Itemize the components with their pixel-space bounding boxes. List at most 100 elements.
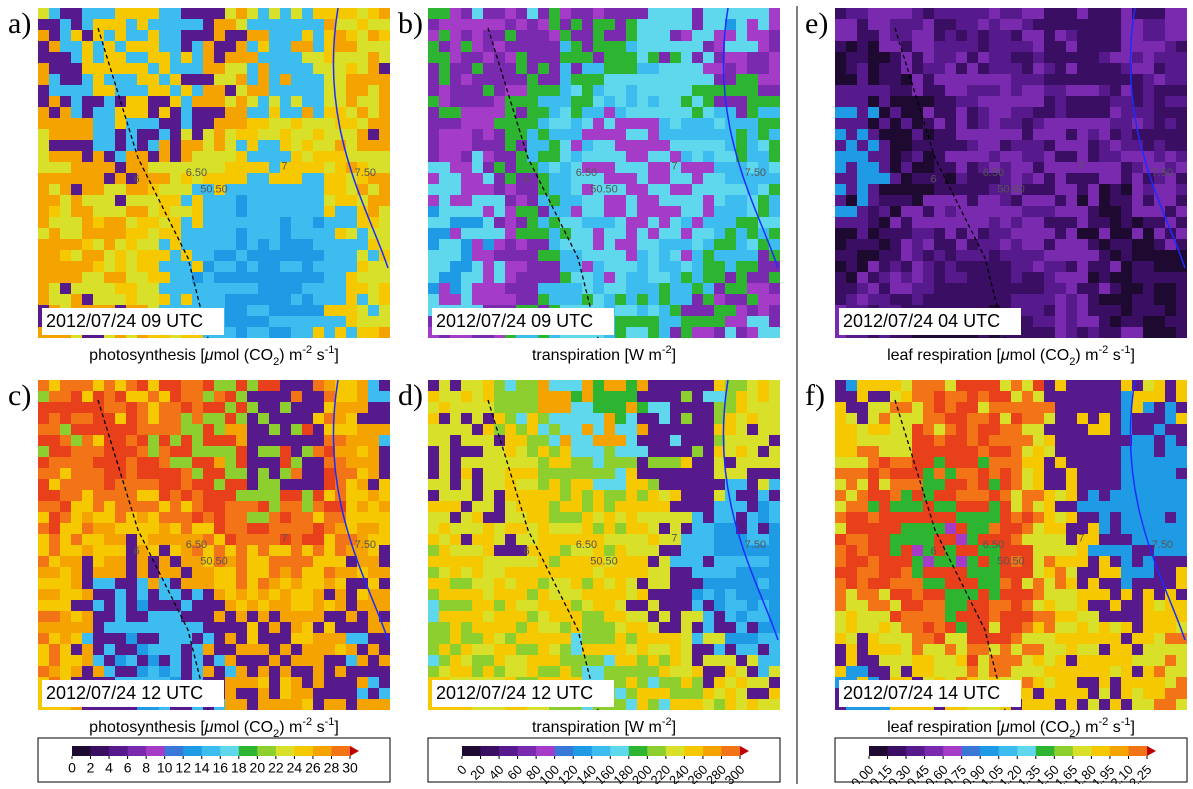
map-cell	[82, 424, 93, 435]
map-cell	[1033, 162, 1044, 173]
map-cell	[1033, 283, 1044, 294]
map-cell	[571, 446, 582, 457]
map-cell	[1176, 162, 1187, 173]
map-cell	[505, 435, 516, 446]
map-cell	[214, 261, 225, 272]
map-cell	[604, 239, 615, 250]
map-cell	[978, 228, 989, 239]
map-cell	[203, 512, 214, 523]
map-cell	[725, 534, 736, 545]
map-cell	[1033, 30, 1044, 41]
map-cell	[637, 129, 648, 140]
map-cell	[1066, 272, 1077, 283]
map-cell	[1033, 85, 1044, 96]
map-cell	[857, 228, 868, 239]
map-cell	[148, 391, 159, 402]
map-cell	[670, 195, 681, 206]
map-cell	[835, 250, 846, 261]
map-cell	[615, 96, 626, 107]
map-cell	[236, 578, 247, 589]
map-cell	[357, 688, 368, 699]
map-cell	[1000, 52, 1011, 63]
map-cell	[714, 402, 725, 413]
map-cell	[1066, 184, 1077, 195]
map-cell	[1165, 206, 1176, 217]
map-label: 50.50	[590, 555, 618, 567]
map-cell	[1022, 402, 1033, 413]
map-cell	[648, 688, 659, 699]
map-cell	[368, 8, 379, 19]
map-cell	[637, 512, 648, 523]
map-cell	[758, 52, 769, 63]
map-cell	[258, 446, 269, 457]
map-cell	[461, 41, 472, 52]
map-cell	[82, 644, 93, 655]
map-cell	[115, 162, 126, 173]
map-cell	[505, 162, 516, 173]
map-cell	[247, 305, 258, 316]
map-cell	[593, 655, 604, 666]
map-cell	[549, 578, 560, 589]
map-cell	[203, 283, 214, 294]
map-cell	[38, 261, 49, 272]
map-cell	[945, 19, 956, 30]
map-cell	[527, 589, 538, 600]
map-cell	[71, 85, 82, 96]
map-cell	[302, 567, 313, 578]
map-cell	[148, 633, 159, 644]
map-cell	[247, 74, 258, 85]
caption-part: -2	[302, 716, 312, 728]
map-cell	[236, 283, 247, 294]
map-cell	[571, 151, 582, 162]
map-cell	[269, 479, 280, 490]
map-cell	[258, 294, 269, 305]
map-cell	[648, 85, 659, 96]
map-cell	[137, 151, 148, 162]
map-cell	[692, 118, 703, 129]
map-cell	[1176, 30, 1187, 41]
map-cell	[593, 239, 604, 250]
map-cell	[659, 677, 670, 688]
map-cell	[494, 8, 505, 19]
map-cell	[670, 272, 681, 283]
map-cell	[505, 589, 516, 600]
map-cell	[38, 250, 49, 261]
map-cell	[269, 316, 280, 327]
map-cell	[571, 195, 582, 206]
map-cell	[483, 74, 494, 85]
map-cell	[93, 294, 104, 305]
map-cell	[137, 468, 148, 479]
map-cell	[1077, 239, 1088, 250]
map-cell	[516, 556, 527, 567]
map-cell	[1099, 96, 1110, 107]
map-cell	[368, 294, 379, 305]
map-cell	[324, 250, 335, 261]
map-cell	[104, 107, 115, 118]
map-cell	[93, 63, 104, 74]
map-cell	[846, 380, 857, 391]
map-cell	[846, 239, 857, 250]
map-cell	[357, 622, 368, 633]
map-cell	[648, 19, 659, 30]
map-cell	[846, 228, 857, 239]
map-cell	[593, 294, 604, 305]
map-cell	[214, 239, 225, 250]
map-cell	[71, 402, 82, 413]
map-cell	[461, 644, 472, 655]
map-cell	[225, 446, 236, 457]
map-cell	[912, 63, 923, 74]
map-cell	[901, 85, 912, 96]
map-cell	[527, 272, 538, 283]
map-cell	[714, 162, 725, 173]
map-cell	[494, 96, 505, 107]
map-cell	[170, 195, 181, 206]
map-cell	[1176, 228, 1187, 239]
map-cell	[379, 589, 390, 600]
map-cell	[527, 129, 538, 140]
map-cell	[527, 578, 538, 589]
map-cell	[104, 228, 115, 239]
map-cell	[582, 19, 593, 30]
map-cell	[313, 140, 324, 151]
map-cell	[736, 479, 747, 490]
map-cell	[247, 688, 258, 699]
